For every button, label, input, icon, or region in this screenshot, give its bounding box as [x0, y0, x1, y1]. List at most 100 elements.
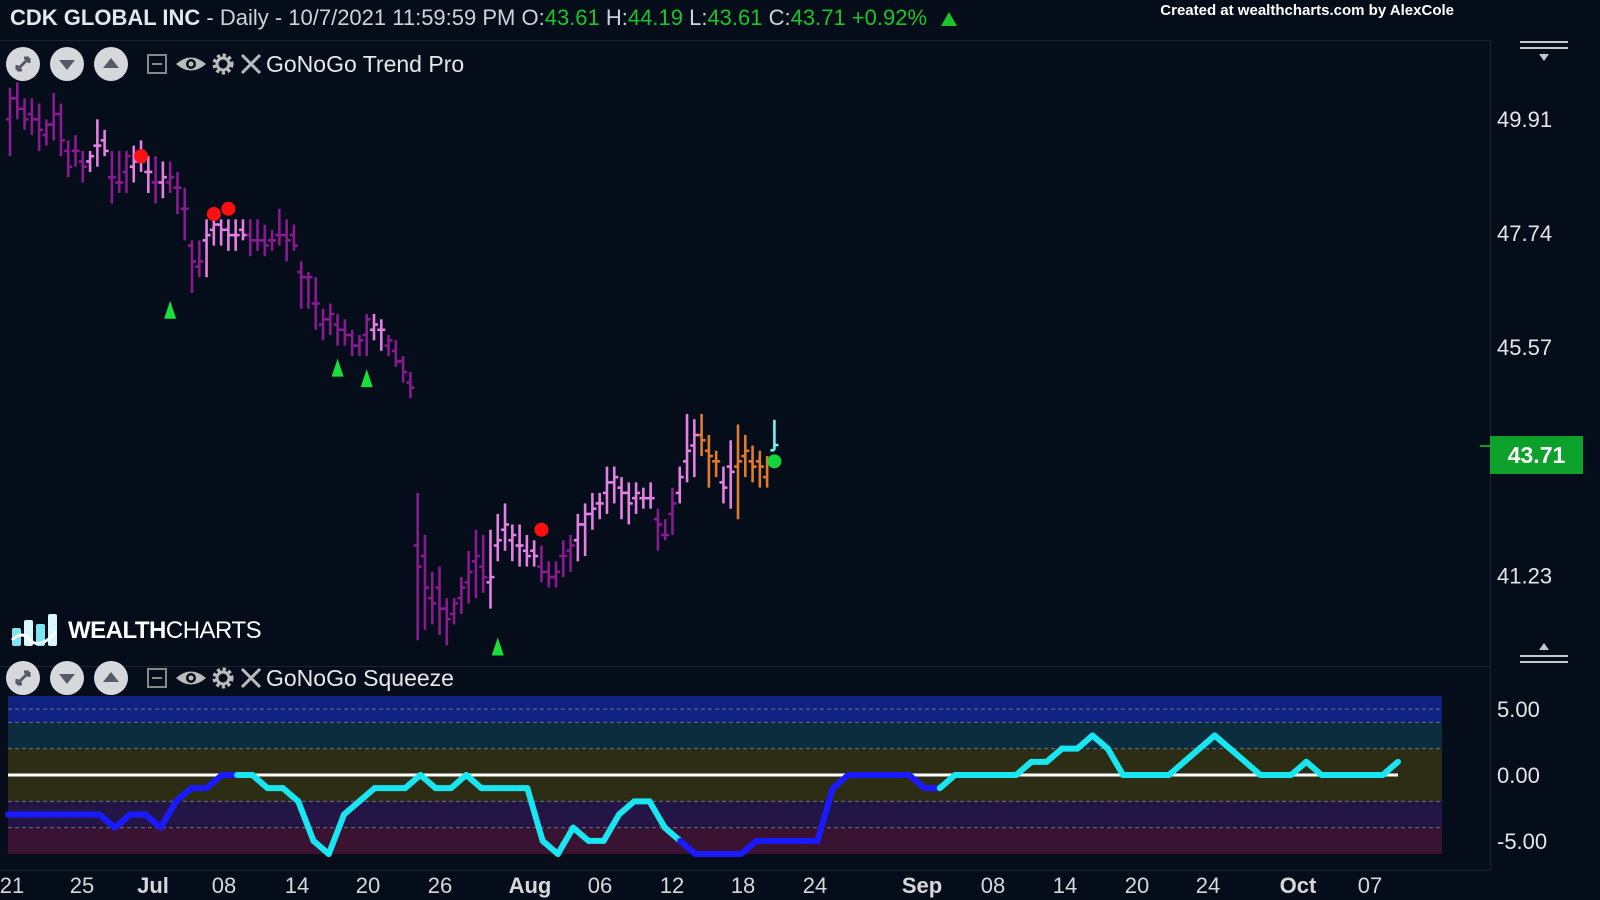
price-bar	[319, 308, 328, 341]
price-bar	[522, 534, 531, 567]
gear-icon[interactable]	[208, 51, 238, 77]
squeeze-line-segment	[325, 811, 348, 857]
triangle-down-icon	[59, 60, 75, 70]
price-bar	[624, 482, 633, 525]
squeeze-line-segment	[936, 772, 959, 792]
squeeze-line-segment	[570, 824, 592, 844]
x-tick-label: 14	[1053, 873, 1077, 898]
squeeze-line-segment	[646, 798, 668, 831]
close-value: 43.71	[790, 5, 846, 30]
squeeze-line-segment	[447, 772, 470, 792]
price-bar	[289, 224, 298, 251]
panel-resize-icon[interactable]	[1520, 642, 1570, 668]
last-price-tag: 43.71	[1490, 436, 1583, 474]
eye-icon[interactable]	[174, 667, 208, 689]
move-up-button[interactable]	[94, 47, 128, 81]
price-tick-label: 45.57	[1497, 335, 1552, 360]
wealthcharts-logo: WEALTHCHARTS	[10, 612, 262, 650]
squeeze-line-segment	[1211, 732, 1233, 752]
price-bar	[704, 435, 713, 488]
price-bar	[683, 413, 692, 483]
price-bar	[566, 534, 575, 572]
change-percent: +0.92%	[845, 5, 928, 30]
price-bar	[268, 229, 277, 251]
price-bar	[100, 129, 109, 157]
squeeze-line-segment	[111, 811, 134, 831]
squeeze-line-segment	[356, 785, 378, 805]
move-down-button[interactable]	[50, 661, 84, 695]
logo-icon	[10, 614, 58, 646]
eye-icon[interactable]	[174, 53, 208, 75]
price-bar	[370, 314, 378, 341]
panel-menu-icon[interactable]	[1520, 38, 1570, 68]
price-bar	[442, 598, 451, 646]
high-value: 44.19	[627, 5, 683, 30]
low-value: 43.61	[707, 5, 763, 30]
price-bar	[741, 435, 750, 478]
price-bar	[333, 314, 342, 346]
squeeze-line-segment	[1043, 745, 1065, 765]
collapse-icon[interactable]	[146, 667, 168, 689]
price-bar	[486, 529, 495, 609]
price-bar	[464, 550, 473, 604]
open-label: O:	[515, 5, 545, 30]
squeeze-line-segment	[554, 824, 577, 857]
price-bar	[420, 534, 429, 630]
go-triangle-marker	[491, 637, 504, 656]
squeeze-line-segment	[279, 785, 302, 805]
x-tick-label: 18	[731, 873, 755, 898]
price-bar	[668, 487, 677, 535]
collapse-icon[interactable]	[146, 53, 168, 75]
squeeze-tick-label: 0.00	[1497, 763, 1540, 788]
price-bar	[501, 503, 510, 551]
squeeze-line-segment	[1288, 758, 1310, 778]
go-triangle-marker	[360, 369, 373, 388]
maximize-button[interactable]	[6, 661, 40, 695]
gear-icon[interactable]	[208, 665, 238, 691]
price-bar	[217, 219, 226, 246]
price-bar	[78, 150, 87, 183]
squeeze-line-segment	[1074, 732, 1096, 752]
move-down-button[interactable]	[50, 47, 84, 81]
price-bar	[282, 219, 291, 262]
price-bar	[697, 413, 706, 457]
x-tick-label: Aug	[509, 873, 552, 898]
squeeze-line-segment	[1013, 758, 1035, 778]
price-bar	[457, 577, 466, 614]
squeeze-line-segment	[677, 837, 699, 857]
squeeze-line-segment	[1303, 758, 1325, 778]
price-bar	[734, 424, 742, 520]
price-bar	[64, 140, 73, 178]
price-bar	[93, 119, 102, 167]
maximize-button[interactable]	[6, 47, 40, 81]
squeeze-line-segment	[417, 772, 439, 792]
nogo-dot-marker	[134, 149, 149, 164]
up-arrow-icon	[941, 12, 958, 26]
squeeze-line-segment	[463, 772, 485, 792]
nogo-dot-marker	[534, 522, 549, 537]
close-icon[interactable]	[238, 51, 264, 77]
x-tick-label: 21	[0, 873, 24, 898]
price-bar	[559, 540, 568, 578]
x-tick-label: 25	[70, 873, 94, 898]
close-icon[interactable]	[238, 665, 264, 691]
x-tick-label: 14	[285, 873, 309, 898]
price-bar	[6, 87, 14, 157]
move-up-button[interactable]	[94, 661, 128, 695]
price-bar	[275, 208, 284, 246]
squeeze-line-segment	[142, 811, 164, 831]
price-bar	[712, 450, 721, 478]
squeeze-band	[8, 827, 1442, 854]
price-bar	[581, 503, 590, 557]
price-bar	[552, 561, 560, 588]
price-bar	[508, 524, 517, 562]
price-bar	[246, 219, 255, 257]
price-bar	[35, 103, 44, 151]
squeeze-line-segment	[615, 798, 638, 818]
open-value: 43.61	[544, 5, 600, 30]
squeeze-line-segment	[249, 772, 271, 792]
x-tick-label: 20	[1125, 873, 1149, 898]
indicator-name-trend: GoNoGo Trend Pro	[266, 50, 465, 77]
logo-text: WEALTHCHARTS	[68, 617, 262, 644]
